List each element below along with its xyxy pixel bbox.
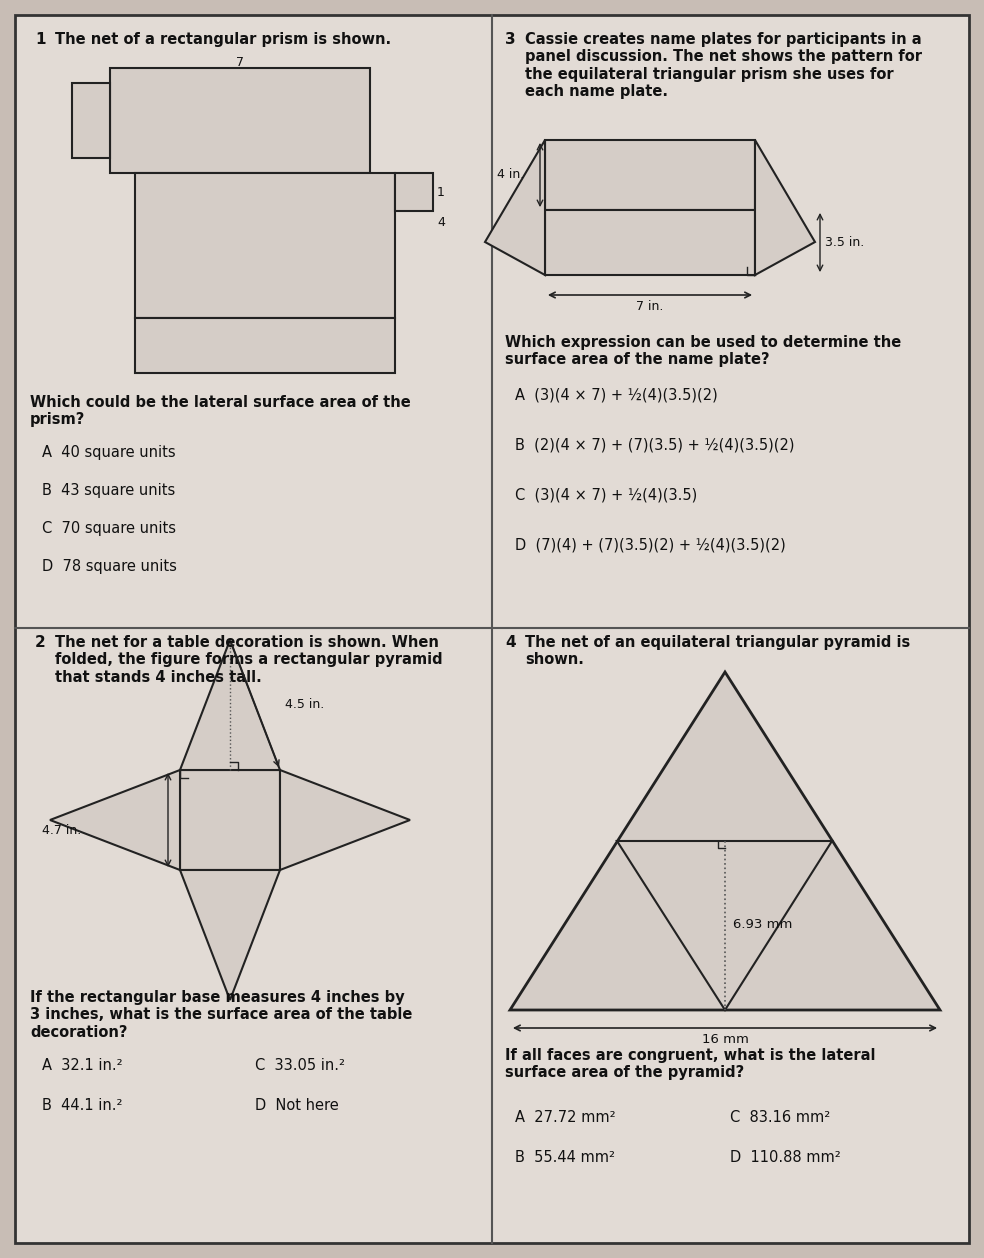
Polygon shape (180, 871, 280, 1000)
Text: 1: 1 (35, 31, 45, 47)
Text: 16 mm: 16 mm (702, 1033, 749, 1045)
Text: 4 in.: 4 in. (497, 169, 524, 181)
Text: 4.5 in.: 4.5 in. (285, 698, 325, 712)
Polygon shape (50, 770, 180, 871)
Text: 7: 7 (236, 57, 244, 69)
Text: 4: 4 (437, 216, 445, 229)
Bar (180, 770, 280, 871)
Text: 3.5 in.: 3.5 in. (825, 235, 864, 249)
Polygon shape (280, 770, 410, 871)
Text: B  44.1 in.²: B 44.1 in.² (42, 1098, 122, 1113)
Bar (135, 174, 395, 318)
Polygon shape (617, 842, 832, 1010)
Bar (545, 140, 755, 210)
Text: C  83.16 mm²: C 83.16 mm² (730, 1110, 830, 1125)
Polygon shape (510, 672, 940, 1010)
Bar (110, 68, 370, 174)
Text: 7 in.: 7 in. (637, 299, 663, 313)
Text: D  Not here: D Not here (255, 1098, 338, 1113)
Text: 3: 3 (505, 31, 516, 47)
Text: The net of a rectangular prism is shown.: The net of a rectangular prism is shown. (55, 31, 391, 47)
Text: C  70 square units: C 70 square units (42, 521, 176, 536)
Text: 6.93 mm: 6.93 mm (733, 918, 792, 931)
Text: C  (3)(4 × 7) + ½(4)(3.5): C (3)(4 × 7) + ½(4)(3.5) (515, 488, 698, 503)
Text: Which expression can be used to determine the
surface area of the name plate?: Which expression can be used to determin… (505, 335, 901, 367)
Text: 4.7 in.: 4.7 in. (42, 824, 82, 837)
Text: 2: 2 (35, 635, 45, 650)
Bar (395, 174, 433, 211)
Text: The net for a table decoration is shown. When
folded, the figure forms a rectang: The net for a table decoration is shown.… (55, 635, 443, 684)
Text: B  43 square units: B 43 square units (42, 483, 175, 498)
Bar (72, 83, 110, 159)
Text: 1: 1 (437, 185, 445, 199)
Text: C  33.05 in.²: C 33.05 in.² (255, 1058, 345, 1073)
Polygon shape (755, 140, 815, 276)
Text: B  (2)(4 × 7) + (7)(3.5) + ½(4)(3.5)(2): B (2)(4 × 7) + (7)(3.5) + ½(4)(3.5)(2) (515, 438, 794, 453)
Text: Which could be the lateral surface area of the
prism?: Which could be the lateral surface area … (30, 395, 410, 428)
Text: D  78 square units: D 78 square units (42, 559, 177, 574)
Text: Cassie creates name plates for participants in a
panel discussion. The net shows: Cassie creates name plates for participa… (525, 31, 922, 99)
Text: D  110.88 mm²: D 110.88 mm² (730, 1150, 840, 1165)
Polygon shape (180, 640, 280, 770)
Polygon shape (485, 140, 545, 276)
Text: The net of an equilateral triangular pyramid is
shown.: The net of an equilateral triangular pyr… (525, 635, 910, 668)
Bar (545, 210, 755, 276)
Text: If all faces are congruent, what is the lateral
surface area of the pyramid?: If all faces are congruent, what is the … (505, 1048, 876, 1081)
Text: A  40 square units: A 40 square units (42, 445, 175, 460)
Text: A  27.72 mm²: A 27.72 mm² (515, 1110, 616, 1125)
Text: 4: 4 (505, 635, 516, 650)
Text: If the rectangular base measures 4 inches by
3 inches, what is the surface area : If the rectangular base measures 4 inche… (30, 990, 412, 1040)
Text: D  (7)(4) + (7)(3.5)(2) + ½(4)(3.5)(2): D (7)(4) + (7)(3.5)(2) + ½(4)(3.5)(2) (515, 538, 786, 554)
Bar (135, 318, 395, 374)
Text: B  55.44 mm²: B 55.44 mm² (515, 1150, 615, 1165)
Text: A  (3)(4 × 7) + ½(4)(3.5)(2): A (3)(4 × 7) + ½(4)(3.5)(2) (515, 387, 717, 403)
Text: A  32.1 in.²: A 32.1 in.² (42, 1058, 123, 1073)
